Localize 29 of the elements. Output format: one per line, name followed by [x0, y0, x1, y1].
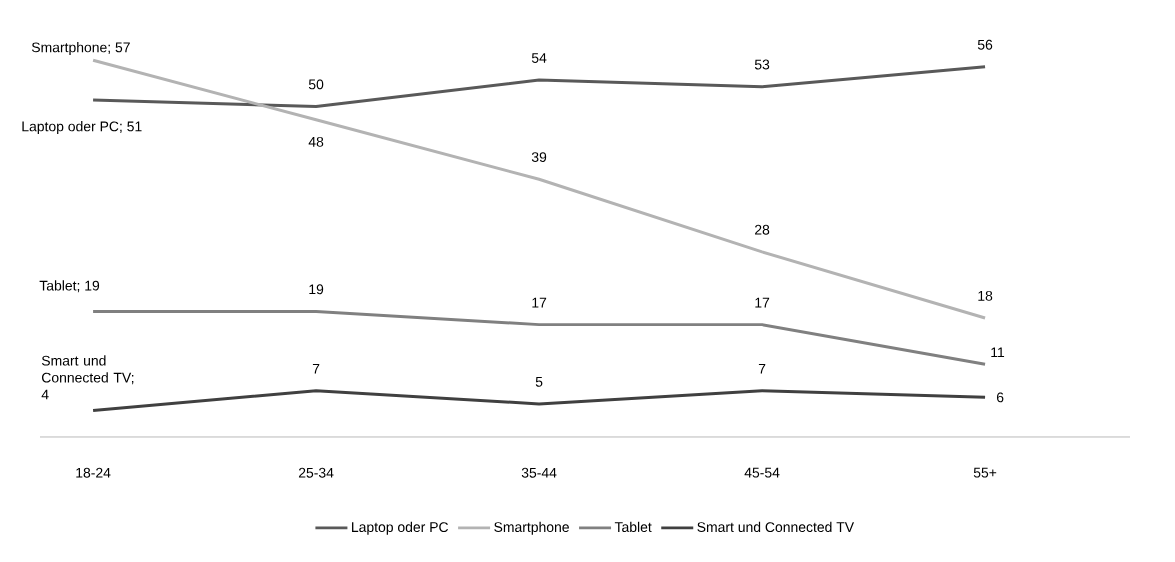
data-label: 39 [531, 152, 547, 163]
data-label: Smartphone; 57 [31, 42, 130, 56]
data-label: 48 [308, 136, 324, 147]
data-label: 18 [978, 290, 993, 301]
data-label: 53 [754, 59, 770, 70]
data-label: 17 [755, 297, 770, 308]
data-label: 19 [309, 284, 324, 295]
data-label: 56 [977, 39, 993, 50]
data-label: Smart und Connected TV; 4 [41, 355, 134, 400]
data-label: 11 [991, 347, 1005, 358]
legend-label: Smartphone [494, 521, 569, 535]
data-label: 5 [535, 377, 543, 387]
legend-label: Tablet [614, 521, 652, 533]
legend-label: Laptop oder PC [352, 521, 449, 535]
data-label: 7 [758, 363, 766, 374]
x-tick-label: 18-24 [76, 467, 111, 478]
x-tick-label: 55+ [973, 467, 997, 478]
data-label: 17 [532, 297, 547, 308]
data-label: Tablet; 19 [39, 280, 100, 293]
x-tick-label: 45-54 [744, 467, 780, 478]
data-label: 7 [312, 363, 320, 374]
x-tick-label: 35-44 [521, 467, 557, 478]
data-label: 54 [531, 53, 547, 63]
x-tick-label: 25-34 [298, 467, 334, 478]
data-label: 50 [308, 79, 324, 90]
data-label: 6 [996, 392, 1004, 403]
data-label: Laptop oder PC; 51 [22, 121, 142, 135]
legend-label: Smart und Connected TV [697, 521, 855, 533]
data-label: 28 [755, 224, 770, 235]
